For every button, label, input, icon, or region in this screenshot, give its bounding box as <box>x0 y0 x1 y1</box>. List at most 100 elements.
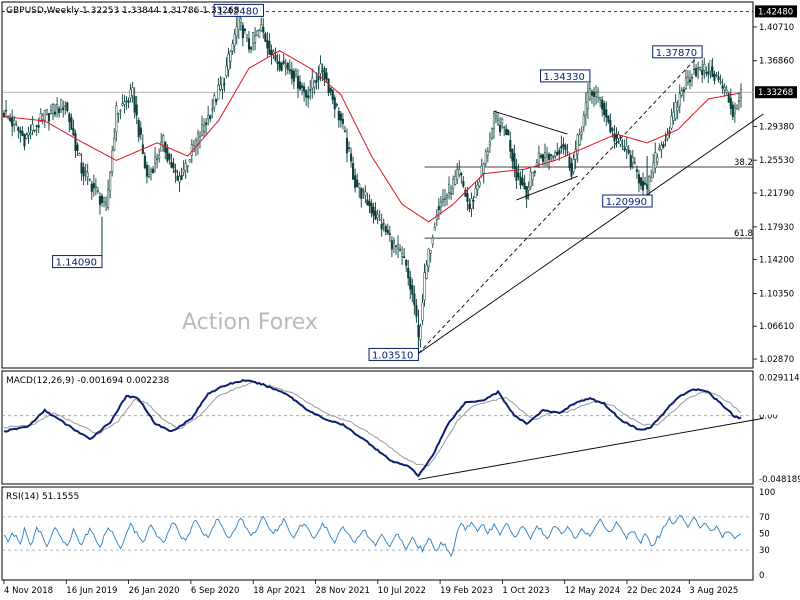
candle <box>176 169 179 181</box>
candle-body <box>47 113 50 122</box>
candle <box>674 94 677 121</box>
candle-body <box>419 325 422 340</box>
candle <box>701 60 704 83</box>
candle <box>470 192 473 218</box>
candle <box>707 62 710 84</box>
candle-body <box>403 256 406 259</box>
candle <box>296 69 300 99</box>
candle-body <box>307 95 310 98</box>
candle-body <box>335 104 338 106</box>
candle-body <box>303 86 306 92</box>
candle <box>139 121 142 140</box>
candle-body <box>643 182 647 185</box>
price-tick-label: 1.02870 <box>759 355 794 365</box>
candle <box>121 94 124 107</box>
candle <box>74 129 77 158</box>
candle <box>474 181 477 199</box>
candle-body <box>399 248 402 251</box>
candle-body <box>274 54 277 61</box>
candle-body <box>249 47 253 50</box>
candle-body <box>343 130 346 132</box>
candle <box>100 193 104 207</box>
candle <box>594 85 598 105</box>
candle <box>484 148 487 167</box>
candle <box>390 235 393 258</box>
candle-body <box>350 153 353 162</box>
candle-body <box>333 97 336 110</box>
swing-label-2: 1.03510 <box>368 347 419 361</box>
candle-body <box>697 67 700 70</box>
candle <box>374 202 377 221</box>
candle-body <box>456 169 459 180</box>
candle <box>49 104 53 115</box>
macd-tick-label: -0.048189 <box>759 475 800 485</box>
candle <box>437 198 440 220</box>
current-price-tag: 1.33268 <box>755 86 797 99</box>
candle-body <box>382 223 385 225</box>
candle-body <box>597 91 600 98</box>
candle-body <box>221 77 224 90</box>
candle <box>252 31 255 51</box>
candle <box>670 108 673 131</box>
x-tick-label: 6 Sep 2020 <box>191 586 239 596</box>
candle <box>288 59 291 75</box>
swing-label-text: 1.03510 <box>372 350 413 361</box>
candle <box>515 158 518 190</box>
candle <box>125 96 128 110</box>
candle-body <box>541 154 545 162</box>
candle-body <box>41 115 44 120</box>
candle <box>343 125 346 133</box>
candle <box>723 83 726 97</box>
candle-body <box>158 155 161 159</box>
candle <box>443 189 447 207</box>
candle-body <box>160 141 163 152</box>
candle-body <box>503 126 506 129</box>
candle-body <box>552 156 555 158</box>
candle-body <box>376 214 379 219</box>
candle-body <box>425 264 428 279</box>
candle <box>66 102 69 113</box>
candle-body <box>535 162 538 167</box>
candle-body <box>637 174 640 184</box>
candle <box>180 167 183 181</box>
moving-average-line <box>3 50 742 223</box>
candle <box>399 244 402 253</box>
candle-body <box>84 170 87 173</box>
candle-body <box>384 226 387 232</box>
candle-body <box>539 154 542 158</box>
candle <box>70 113 73 130</box>
candle-body <box>711 66 714 77</box>
candle <box>276 53 279 72</box>
macd-tick-label: 0.00 <box>759 412 778 422</box>
candle <box>490 127 493 141</box>
candle-body <box>256 30 259 36</box>
candle <box>511 148 514 170</box>
candle-body <box>729 97 732 109</box>
candle-body <box>678 93 681 107</box>
candle-body <box>517 172 520 178</box>
swing-label-1: 1.14090 <box>52 255 103 269</box>
candle <box>105 196 108 211</box>
candle <box>341 113 344 130</box>
candle-body <box>88 179 91 181</box>
candle-body <box>568 156 571 169</box>
candle <box>429 250 432 263</box>
candle-body <box>86 172 89 178</box>
candle-body <box>356 179 359 188</box>
candle-body <box>672 111 675 121</box>
candle-body <box>272 51 275 54</box>
candle-body <box>709 60 712 72</box>
candle <box>133 87 136 119</box>
candle-body <box>258 29 261 38</box>
price-tick-label: 1.06610 <box>759 322 794 332</box>
candle-body <box>627 149 630 154</box>
candle <box>58 105 61 118</box>
candle <box>450 185 453 200</box>
macd-header: MACD(12,26,9) -0.001694 0.002238 <box>6 376 169 386</box>
candle-body <box>662 144 665 148</box>
candle-body <box>19 130 22 134</box>
candle <box>733 102 736 123</box>
candle-body <box>472 199 475 202</box>
candle <box>737 92 741 111</box>
x-tick-label: 22 Dec 2024 <box>627 586 681 596</box>
